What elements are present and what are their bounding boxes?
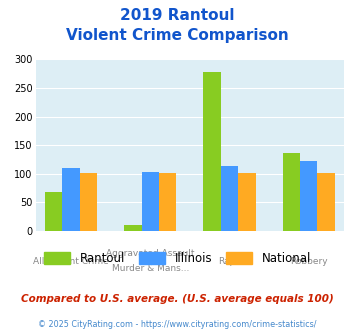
Bar bbox=[159, 173, 176, 231]
Text: © 2025 CityRating.com - https://www.cityrating.com/crime-statistics/: © 2025 CityRating.com - https://www.city… bbox=[38, 320, 317, 329]
Bar bbox=[62, 168, 80, 231]
Legend: Rantoul, Illinois, National: Rantoul, Illinois, National bbox=[39, 247, 316, 270]
Bar bbox=[142, 172, 159, 231]
Bar bbox=[45, 192, 62, 231]
Text: Rape: Rape bbox=[218, 257, 241, 266]
Text: All Violent Crime: All Violent Crime bbox=[33, 257, 109, 266]
Text: Aggravated Assault: Aggravated Assault bbox=[106, 249, 195, 258]
Text: Violent Crime Comparison: Violent Crime Comparison bbox=[66, 28, 289, 43]
Bar bbox=[238, 173, 256, 231]
Text: Murder & Mans...: Murder & Mans... bbox=[111, 264, 189, 273]
Text: Compared to U.S. average. (U.S. average equals 100): Compared to U.S. average. (U.S. average … bbox=[21, 294, 334, 304]
Bar bbox=[203, 72, 221, 231]
Text: 2019 Rantoul: 2019 Rantoul bbox=[120, 8, 235, 23]
Bar bbox=[124, 225, 142, 231]
Bar bbox=[300, 161, 317, 231]
Bar bbox=[317, 173, 335, 231]
Bar bbox=[80, 173, 97, 231]
Bar bbox=[221, 166, 238, 231]
Bar bbox=[283, 153, 300, 231]
Text: Robbery: Robbery bbox=[290, 257, 328, 266]
